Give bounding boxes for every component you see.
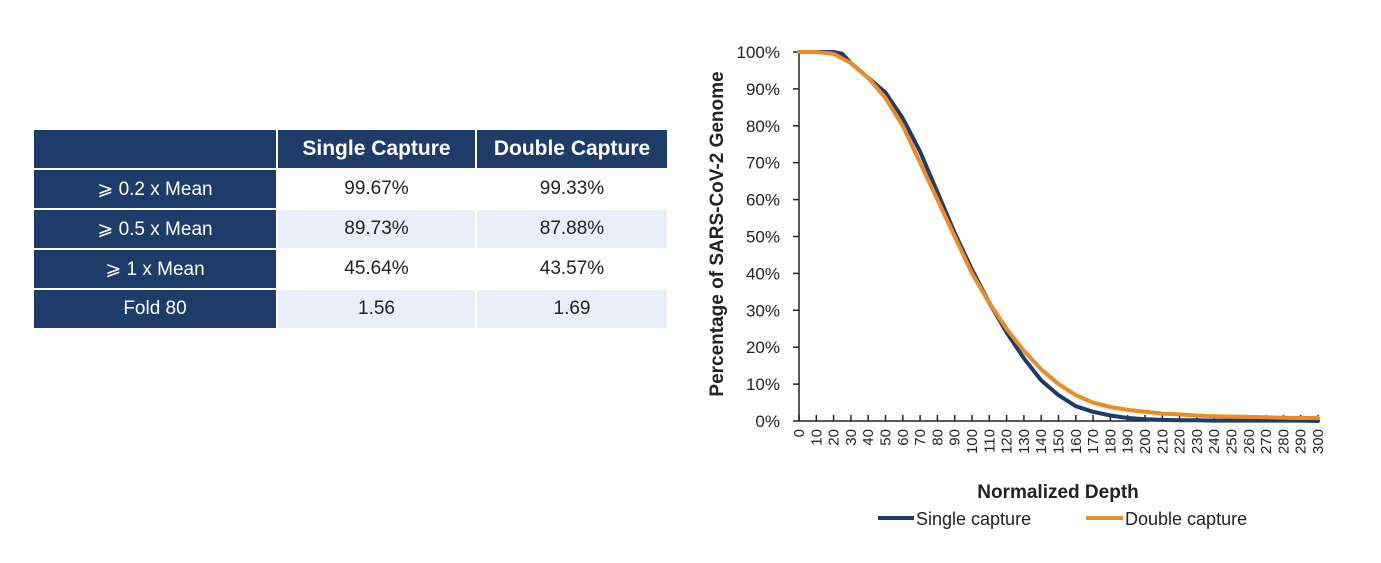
single-capture-value: 45.64% [278,250,475,288]
row-label: ⩾ 0.2 x Mean [34,170,276,208]
x-tick-label: 120 [999,429,1016,454]
y-axis: 0% 10% 20% 30% 40% 50% 60% 70% 80% 90% 100% [737,43,800,431]
y-tick-label: 100% [737,43,780,62]
x-tick-label: 140 [1033,429,1050,454]
x-tick-label: 70 [912,429,929,446]
double-capture-value: 43.57% [477,250,667,288]
y-axis-label: Percentage of SARS-CoV-2 Genome [707,71,728,396]
y-tick-label: 0% [755,412,780,431]
legend-label-double: Double capture [1125,509,1247,529]
y-tick-label: 30% [746,301,780,320]
y-tick-label: 80% [746,117,780,136]
series-layer [797,50,1320,423]
x-tick-label: 150 [1051,429,1068,454]
x-tick-label: 10 [808,429,825,446]
x-tick-label: 290 [1293,429,1310,454]
single-capture-value: 1.56 [278,290,475,328]
y-tick-label: 70% [746,154,780,173]
x-tick-label: 270 [1258,429,1275,454]
x-tick-label: 160 [1068,429,1085,454]
table-header-single: Single Capture [278,130,475,168]
x-axis: 0 10 20 30 40 50 60 70 80 90 100 110 120 130 140 150 160… [791,415,1327,454]
x-tick-label: 80 [929,429,946,446]
table-header-double: Double Capture [477,130,667,168]
single-capture-value: 99.67% [278,170,475,208]
series-line-single [797,50,1320,423]
table-row: ⩾ 0.2 x Mean 99.67% 99.33% [34,170,667,208]
table-row: ⩾ 1 x Mean 45.64% 43.57% [34,250,667,288]
y-tick-label: 40% [746,264,780,283]
x-tick-label: 50 [878,429,895,446]
coverage-stats-table: Single Capture Double Capture ⩾ 0.2 x Me… [32,128,669,330]
double-capture-value: 87.88% [477,210,667,248]
table-row: ⩾ 0.5 x Mean 89.73% 87.88% [34,210,667,248]
x-tick-label: 180 [1102,429,1119,454]
x-tick-label: 190 [1120,429,1137,454]
x-tick-label: 130 [1016,429,1033,454]
table-header-row: Single Capture Double Capture [34,130,667,168]
double-capture-value: 1.69 [477,290,667,328]
x-tick-label: 230 [1189,429,1206,454]
double-capture-value: 99.33% [477,170,667,208]
legend: Single capture Double capture [878,509,1247,529]
x-tick-label: 220 [1172,429,1189,454]
row-label: ⩾ 0.5 x Mean [34,210,276,248]
x-tick-label: 30 [843,429,860,446]
x-tick-label: 250 [1224,429,1241,454]
y-tick-label: 10% [746,375,780,394]
x-tick-label: 20 [826,429,843,446]
x-tick-label: 170 [1085,429,1102,454]
x-axis-label: Normalized Depth [977,482,1139,503]
x-tick-label: 280 [1275,429,1292,454]
x-tick-label: 100 [964,429,981,454]
x-tick-label: 240 [1206,429,1223,454]
x-tick-label: 0 [791,429,808,437]
legend-label-single: Single capture [916,509,1031,529]
x-tick-label: 260 [1241,429,1258,454]
table-header-corner [34,130,276,168]
y-tick-label: 20% [746,338,780,357]
x-tick-label: 90 [947,429,964,446]
x-tick-label: 200 [1137,429,1154,454]
y-tick-label: 90% [746,80,780,99]
row-label: Fold 80 [34,290,276,328]
x-tick-label: 110 [981,429,998,453]
x-tick-label: 60 [895,429,912,446]
series-line-double [797,50,1320,420]
row-label: ⩾ 1 x Mean [34,250,276,288]
y-tick-label: 60% [746,191,780,210]
table-row: Fold 80 1.56 1.69 [34,290,667,328]
x-tick-label: 40 [860,429,877,446]
single-capture-value: 89.73% [278,210,475,248]
x-tick-label: 300 [1310,429,1327,454]
y-tick-label: 50% [746,228,780,247]
x-tick-label: 210 [1154,429,1171,454]
